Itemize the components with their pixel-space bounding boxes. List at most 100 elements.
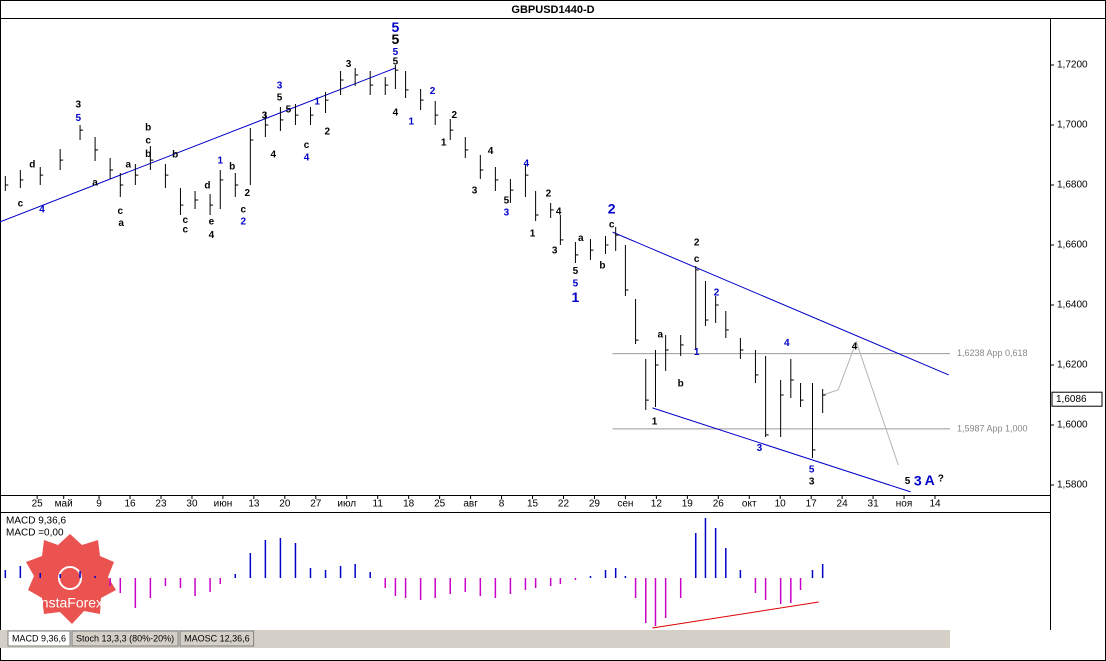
y-tick-label: 1,7200 — [1057, 60, 1088, 71]
x-tick-label: 20 — [279, 499, 291, 510]
wave-label: b — [145, 149, 151, 160]
fib-level-label: 1,6238 App 0,618 — [957, 348, 1028, 358]
wave-label: 2 — [608, 201, 616, 217]
x-tick-label: 30 — [186, 499, 198, 510]
wave-label: b — [145, 123, 151, 134]
macd-name: MACD 9,36,6 — [6, 516, 66, 527]
wave-label: 2 — [694, 238, 700, 249]
trend-line — [822, 340, 899, 466]
chart-title: GBPUSD1440-D — [511, 4, 594, 16]
wave-label: 1 — [694, 347, 700, 358]
tab-box — [71, 630, 179, 647]
x-tick-label: июн — [214, 499, 233, 510]
x-tick-label: 14 — [929, 499, 941, 510]
y-tick-label: 1,6000 — [1057, 420, 1088, 431]
x-tick-label: 13 — [248, 499, 260, 510]
trend-line — [612, 231, 949, 376]
wave-label: c — [183, 225, 189, 236]
watermark: InstaForex — [26, 534, 116, 624]
wave-label: b — [172, 150, 178, 161]
last-price-label: 1,6086 — [1056, 394, 1087, 405]
wave-label: c — [183, 215, 189, 226]
wave-label: 3 — [262, 111, 268, 122]
wave-label: 5 — [573, 266, 579, 277]
wave-label: 5 — [392, 31, 400, 47]
wave-label: 5 — [504, 196, 510, 207]
wave-label: a — [125, 160, 131, 171]
wave-label: 5 — [392, 19, 400, 35]
wave-label: 4 — [852, 342, 858, 353]
divergence-line — [652, 601, 819, 629]
wave-label: a — [658, 330, 664, 341]
wave-label: 5 — [905, 476, 911, 487]
x-tick-label: 22 — [558, 499, 570, 510]
wave-label: 3 — [809, 477, 815, 488]
watermark-text: InstaForex — [37, 595, 103, 611]
wave-label: 3 — [277, 81, 283, 92]
wave-label: 5 — [277, 93, 283, 104]
wave-label: 4 — [524, 159, 530, 170]
wave-label: 1 — [572, 289, 580, 305]
wave-label: 5 — [393, 47, 399, 58]
x-tick-label: сен — [617, 499, 633, 510]
x-tick-label: 31 — [868, 499, 880, 510]
wave-label: 1 — [217, 156, 223, 167]
wave-label: c — [304, 140, 310, 151]
wave-label: 5 — [286, 105, 292, 116]
last-price-box — [1051, 391, 1103, 407]
x-tick-label: авг — [463, 499, 478, 510]
wave-label: b — [229, 162, 235, 173]
wave-label: 1 — [441, 138, 447, 149]
wave-label: 5 — [393, 57, 399, 68]
wave-label: 2 — [451, 110, 457, 121]
wave-label: 1 — [409, 117, 415, 128]
wave-label: 2 — [714, 288, 720, 299]
y-tick-label: 1,5800 — [1057, 480, 1088, 491]
x-tick-label: 27 — [310, 499, 322, 510]
wave-label: 2 — [325, 127, 331, 138]
x-tick-label: 17 — [806, 499, 818, 510]
wave-label: 2 — [244, 188, 250, 199]
wave-label: c — [694, 254, 700, 265]
y-tick-label: 1,6200 — [1057, 360, 1088, 371]
x-tick-label: 9 — [96, 499, 102, 510]
wave-label: e — [209, 217, 215, 228]
watermark-badge — [26, 534, 116, 624]
wave-label: 5 — [76, 113, 82, 124]
x-tick-label: 10 — [775, 499, 787, 510]
trend-line — [652, 407, 911, 493]
wave-label: 4 — [556, 207, 562, 218]
wave-label: a — [118, 218, 124, 229]
tab-label: Stoch 13,3,3 (80%-20%) — [76, 633, 174, 643]
wave-label: 2 — [240, 217, 246, 228]
tab-box — [7, 630, 71, 647]
y-tick-label: 1,6800 — [1057, 180, 1088, 191]
x-tick-label: окт — [742, 499, 757, 510]
wave-label: 3 — [914, 473, 922, 489]
wave-label: 4 — [39, 205, 45, 216]
x-tick-label: 19 — [682, 499, 694, 510]
x-tick-label: 11 — [373, 499, 384, 510]
x-tick-label: 18 — [403, 499, 415, 510]
wave-label: ? — [938, 474, 944, 485]
x-tick-label: ноя — [896, 499, 913, 510]
y-tick-label: 1,6400 — [1057, 300, 1088, 311]
x-tick-label: 29 — [589, 499, 601, 510]
y-tick-label: 1,6600 — [1057, 240, 1088, 251]
wave-label: 5 — [573, 279, 579, 290]
wave-label: 3 — [346, 59, 352, 70]
watermark-icon — [58, 566, 82, 590]
wave-label: 4 — [393, 108, 399, 119]
x-tick-label: май — [55, 499, 73, 510]
wave-label: 3 — [552, 246, 558, 257]
wave-label: 3 — [757, 443, 763, 454]
wave-label: c — [18, 199, 24, 210]
tab-box — [179, 630, 255, 647]
x-tick-label: 25 — [32, 499, 44, 510]
fib-level-label: 1,5987 App 1,000 — [957, 423, 1028, 433]
wave-label: 5 — [809, 465, 815, 476]
wave-label: 4 — [488, 146, 494, 157]
wave-label: 1 — [530, 229, 536, 240]
